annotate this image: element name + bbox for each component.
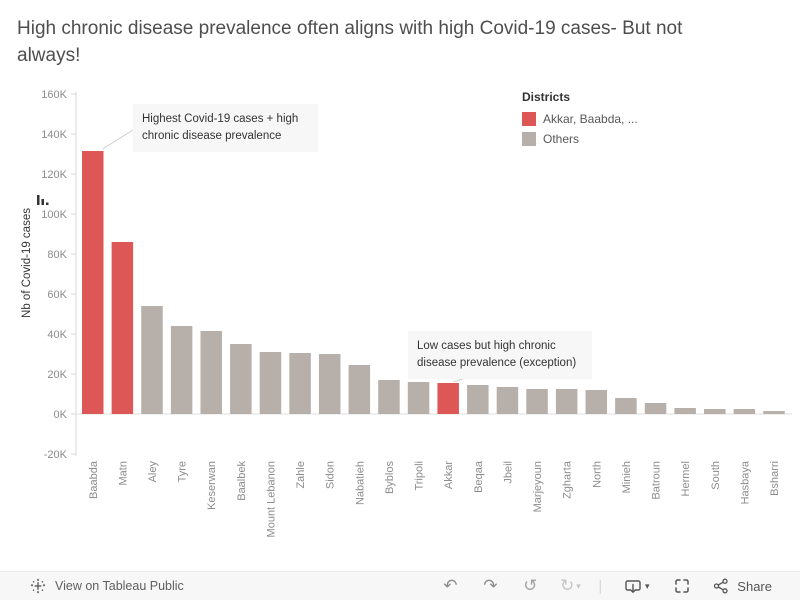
y-tick-label: 160K	[41, 89, 67, 101]
legend-item-label: Akkar, Baabda, ...	[543, 112, 638, 126]
y-tick-label: -20K	[44, 449, 68, 461]
y-axis-title: Nb of Covid-19 cases	[21, 208, 33, 318]
bar-north[interactable]	[585, 390, 608, 414]
annotation-highest-cases: Highest Covid-19 cases + high chronic di…	[133, 104, 318, 152]
bar-nabatieh[interactable]	[348, 365, 371, 414]
bar-marjeyoun[interactable]	[526, 389, 548, 414]
bar-zgharta[interactable]	[555, 389, 578, 414]
bar-beqaa[interactable]	[467, 385, 489, 414]
sort-descending-icon[interactable]	[37, 195, 49, 205]
x-tick-label: South	[710, 461, 722, 490]
bar-matn[interactable]	[111, 242, 134, 414]
bar-bsharri[interactable]	[763, 411, 785, 414]
bar-hasbaya[interactable]	[733, 409, 756, 414]
bar-chart: -20K 0K 20K 40K 60K 80K 100K 120K 140K 160K Baabda…	[21, 89, 792, 537]
x-tick-label: North	[591, 461, 603, 488]
bar-batroun[interactable]	[644, 403, 667, 414]
legend-item-label: Others	[543, 132, 580, 146]
x-tick-label: Zgharta	[562, 460, 574, 499]
x-tick-label: Baabda	[88, 460, 100, 499]
x-tick-label: Zahle	[295, 461, 307, 489]
refresh-button[interactable]: ↻ ▾	[550, 574, 590, 598]
y-tick-label: 120K	[41, 169, 67, 181]
x-tick-label: Minieh	[621, 461, 633, 493]
legend-swatch-red	[522, 112, 536, 126]
y-tick-label: 140K	[41, 129, 67, 141]
x-tick-label: Byblos	[384, 461, 396, 495]
legend-item-others[interactable]: Others	[522, 132, 638, 146]
bar-mount-lebanon[interactable]	[259, 352, 282, 414]
x-tick-label: Aley	[147, 461, 159, 483]
share-button[interactable]: Share	[702, 577, 772, 595]
bar-tripoli[interactable]	[407, 382, 430, 414]
x-tick-label: Nabatieh	[354, 461, 366, 505]
x-tick-label: Tyre	[177, 461, 189, 482]
x-tick-label: Hasbaya	[739, 460, 751, 504]
download-button[interactable]: ▾	[610, 574, 662, 598]
y-tick-label: 0K	[54, 409, 68, 421]
bar-minieh[interactable]	[615, 398, 637, 414]
x-tick-label: Sidon	[325, 461, 337, 489]
bar-jbeil[interactable]	[496, 387, 519, 414]
undo-icon: ↶	[443, 575, 458, 596]
bar-baalbek[interactable]	[230, 344, 252, 414]
bar-akkar[interactable]	[437, 383, 459, 414]
revert-icon: ↺	[523, 575, 538, 596]
tableau-logo-icon	[30, 578, 46, 594]
legend: Districts Akkar, Baabda, ... Others	[522, 90, 638, 152]
annotation-leader-line	[102, 129, 134, 150]
y-tick-label: 20K	[47, 369, 67, 381]
legend-title: Districts	[522, 90, 571, 104]
y-tick-label: 80K	[47, 249, 67, 261]
bar-byblos[interactable]	[378, 380, 400, 414]
share-icon	[714, 578, 728, 594]
download-icon	[625, 579, 641, 593]
x-tick-label: Jbeil	[502, 461, 514, 484]
bar-keserwan[interactable]	[200, 331, 222, 414]
x-tick-label: Tripoli	[414, 461, 426, 491]
annotation-exception: Low cases but high chronic disease preva…	[408, 331, 592, 379]
x-tick-label: Mount Lebanon	[265, 461, 277, 537]
x-tick-label: Hermel	[680, 461, 692, 496]
x-tick-label: Baalbek	[236, 461, 248, 501]
bar-tyre[interactable]	[170, 326, 193, 414]
redo-button[interactable]: ↷	[470, 574, 510, 598]
fullscreen-button[interactable]	[662, 574, 702, 598]
x-tick-label: Bsharri	[769, 461, 781, 496]
x-tick-label: Keserwan	[206, 461, 218, 510]
x-tick-label: Marjeyoun	[532, 461, 544, 512]
revert-button[interactable]: ↺	[510, 574, 550, 598]
y-tick-label: 40K	[47, 329, 67, 341]
chevron-down-icon: ▾	[576, 580, 581, 591]
x-tick-label: Matn	[117, 461, 129, 485]
y-tick-label: 100K	[41, 209, 67, 221]
redo-icon: ↷	[483, 575, 498, 596]
bar-south[interactable]	[704, 409, 726, 414]
bar-hermel[interactable]	[674, 408, 696, 414]
bar-aley[interactable]	[141, 306, 163, 414]
x-tick-label: Batroun	[651, 461, 663, 500]
bar-sidon[interactable]	[318, 354, 341, 414]
chevron-down-icon: ▾	[645, 580, 650, 591]
toolbar-divider: |	[598, 577, 603, 595]
view-on-tableau-public-link[interactable]: View on Tableau Public	[55, 579, 184, 593]
page-title: High chronic disease prevalence often al…	[17, 18, 683, 66]
x-tick-label: Beqaa	[473, 460, 485, 493]
x-tick-label: Akkar	[443, 461, 455, 489]
toolbar: View on Tableau Public ↶ ↷ ↺ ↻ ▾ | ▾	[0, 571, 800, 600]
undo-button[interactable]: ↶	[430, 574, 470, 598]
share-button-label: Share	[737, 578, 772, 594]
refresh-icon: ↻	[560, 575, 575, 596]
bar-zahle[interactable]	[289, 353, 311, 414]
legend-swatch-gray	[522, 132, 536, 146]
fullscreen-icon	[675, 579, 690, 593]
legend-item-highlighted[interactable]: Akkar, Baabda, ...	[522, 112, 638, 126]
bar-baabda[interactable]	[82, 151, 104, 414]
y-tick-label: 60K	[47, 289, 67, 301]
